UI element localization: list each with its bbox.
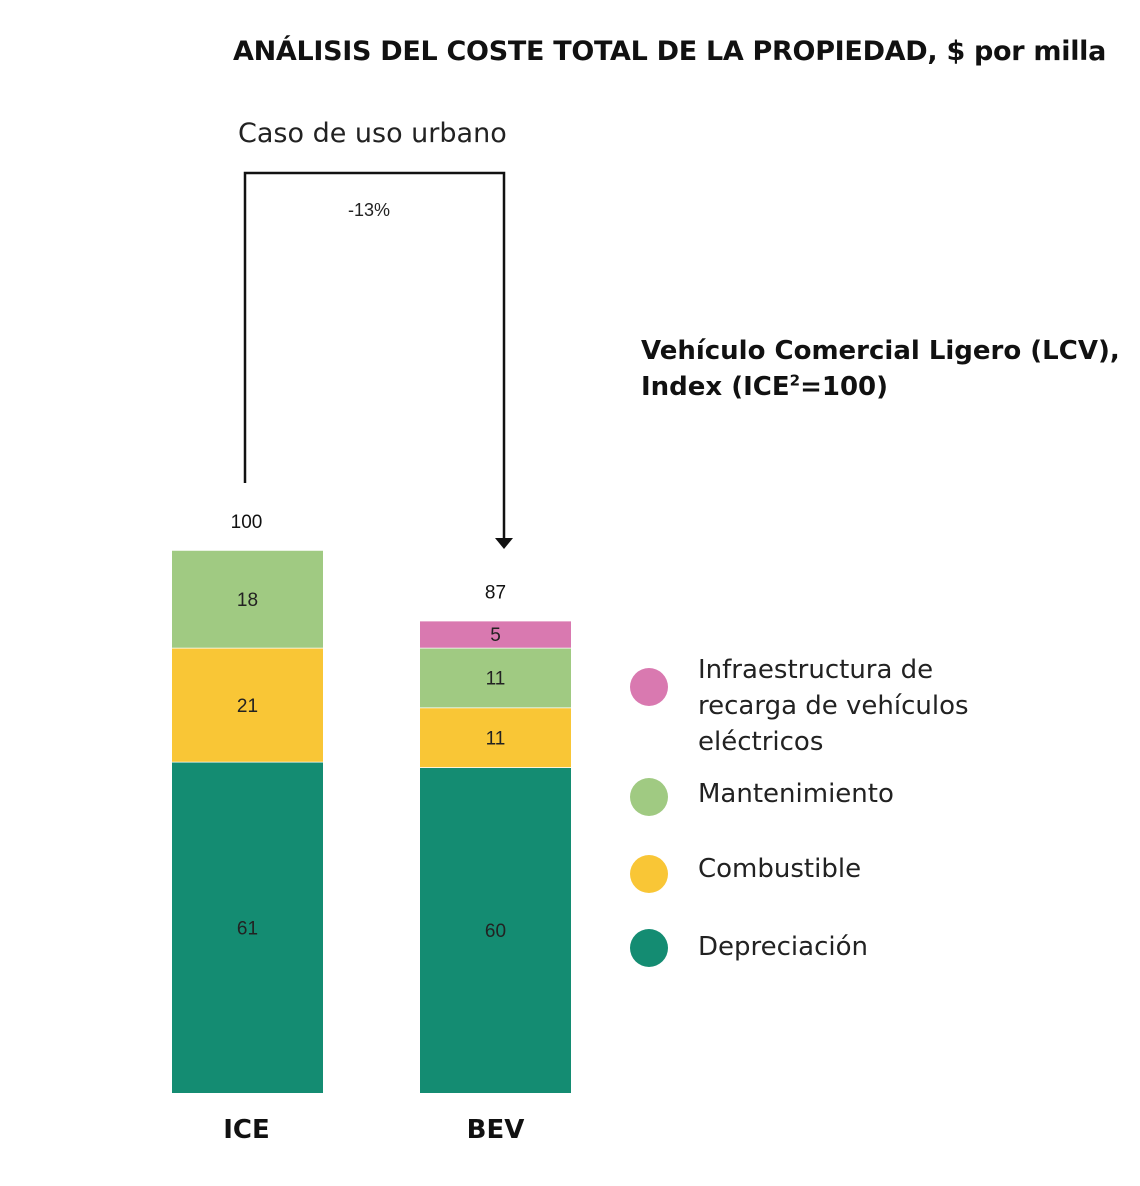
legend-label: Depreciación <box>698 932 868 962</box>
bar-segment-bev-3 <box>420 620 571 648</box>
legend-label: Infraestructura de recarga de vehículos … <box>698 655 969 757</box>
change-bracket <box>243 171 513 549</box>
legend-swatch <box>630 929 668 967</box>
bar-value-label: 11 <box>486 669 506 690</box>
bar-segment-ice-0 <box>172 761 323 1093</box>
change-percentage-label: -13% <box>348 200 391 220</box>
legend-item: Depreciación <box>630 929 1028 967</box>
change-bracket-line <box>243 171 506 539</box>
legend-item: Infraestructura de recarga de vehículos … <box>630 652 1028 760</box>
bar-total-label: 100 <box>231 512 263 533</box>
category-label-bev: BEV <box>467 1115 525 1145</box>
legend-swatch <box>630 855 668 893</box>
legend-item: Mantenimiento <box>630 776 1028 816</box>
bar-segment-ice-2 <box>172 550 323 648</box>
legend-label: Combustible <box>698 854 862 884</box>
heading-superscript: 2 <box>789 371 801 390</box>
bar-segment-bev-0 <box>420 767 571 1093</box>
bar-value-label: 60 <box>485 921 506 942</box>
bar-value-label: 5 <box>490 625 501 646</box>
bar-segment-bev-1 <box>420 707 571 768</box>
legend: Infraestructura de recarga de vehículos … <box>630 0 1130 1186</box>
bar-segment-bev-2 <box>420 647 571 708</box>
heading-line2-post: =100) <box>800 372 889 402</box>
bar-value-label: 21 <box>237 696 258 717</box>
bar-value-label: 61 <box>237 918 258 939</box>
chart-heading-line2: Index (ICE2=100) <box>641 369 1120 405</box>
bar-value-label: 11 <box>486 728 506 749</box>
bar-segment-ice-1 <box>172 647 323 762</box>
chart-subtitle: Caso de uso urbano <box>238 118 507 149</box>
bars-group: 61 21 18 100 ICE 60 11 11 5 87 BEV <box>172 512 571 1145</box>
change-bracket-arrowhead <box>495 538 513 549</box>
legend-item: Combustible <box>630 851 1028 893</box>
bar-value-label: 18 <box>237 590 258 611</box>
legend-swatch <box>630 668 668 706</box>
bar-total-label: 87 <box>485 583 506 604</box>
chart-heading-line1: Vehículo Comercial Ligero (LCV), <box>641 336 1120 366</box>
category-label-ice: ICE <box>223 1115 270 1145</box>
heading-line2-pre: Index (ICE <box>641 372 790 402</box>
legend-swatch <box>630 778 668 816</box>
chart-title: ANÁLISIS DEL COSTE TOTAL DE LA PROPIEDAD… <box>233 36 1107 67</box>
chart-heading: Vehículo Comercial Ligero (LCV), Index (… <box>641 333 1120 405</box>
legend-label: Mantenimiento <box>698 779 894 809</box>
